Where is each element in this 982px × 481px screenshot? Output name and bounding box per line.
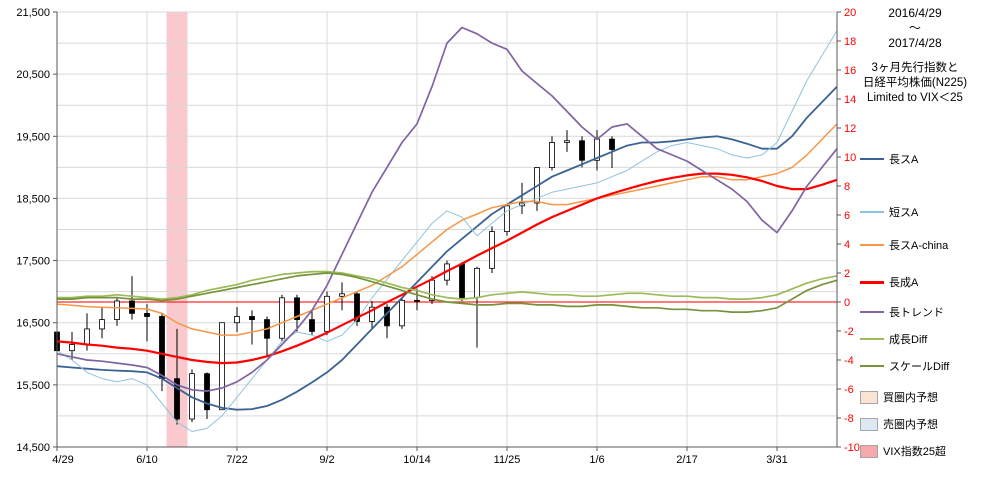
svg-text:4: 4: [844, 239, 850, 251]
svg-text:6: 6: [844, 210, 850, 222]
svg-text:14,500: 14,500: [16, 442, 50, 454]
svg-text:17,500: 17,500: [16, 256, 50, 268]
svg-text:2/17: 2/17: [676, 454, 697, 466]
svg-text:20: 20: [844, 7, 856, 19]
svg-text:-10: -10: [844, 442, 860, 454]
chart-subtitle-line1: 3ヶ月先行指数と: [871, 62, 959, 74]
svg-text:11/25: 11/25: [494, 454, 521, 466]
svg-text:18: 18: [844, 36, 856, 48]
svg-text:18,500: 18,500: [16, 193, 50, 205]
chart-subtitle-line2: 日経平均株価(N225): [862, 77, 968, 89]
chart-info-panel: 2016/4/29 ～ 2017/4/28 3ヶ月先行指数と 日経平均株価(N2…: [850, 6, 980, 106]
svg-text:10/14: 10/14: [403, 454, 431, 466]
series-line-長トレンド: [56, 26, 838, 392]
svg-text:3/31: 3/31: [766, 454, 787, 466]
svg-text:16: 16: [844, 65, 856, 77]
svg-text:12: 12: [844, 123, 856, 135]
svg-text:-8: -8: [844, 413, 854, 425]
svg-text:10: 10: [844, 152, 856, 164]
chart-subtitle-line3: Limited to VIX＜25: [867, 92, 963, 104]
svg-text:15,500: 15,500: [16, 380, 50, 392]
left-axis-labels: 21,500 20,500 19,500 18,500 17,500 16,500 15,5…: [16, 7, 57, 454]
series-line-長スA-china: [56, 123, 838, 336]
svg-text:1/6: 1/6: [589, 454, 604, 466]
svg-text:-2: -2: [844, 326, 854, 338]
svg-text:21,500: 21,500: [16, 7, 50, 19]
svg-text:7/22: 7/22: [226, 454, 247, 466]
series-line-成長Diff: [57, 270, 838, 300]
period-end: 2017/4/28: [888, 36, 942, 50]
svg-text:19,500: 19,500: [16, 131, 50, 143]
series-line-スケールDiff: [57, 272, 838, 313]
series-line-短スA: [56, 30, 838, 432]
svg-text:4/29: 4/29: [52, 454, 73, 466]
svg-text:-6: -6: [844, 384, 854, 396]
axes: [56, 12, 838, 448]
svg-text:-4: -4: [844, 355, 854, 367]
svg-text:0: 0: [844, 297, 850, 309]
n225-candlesticks: [54, 130, 615, 425]
period-start: 2016/4/29: [888, 6, 942, 20]
gridlines: [56, 11, 837, 447]
svg-text:6/10: 6/10: [136, 454, 157, 466]
period-tilde: ～: [908, 21, 921, 35]
svg-text:9/2: 9/2: [319, 454, 334, 466]
svg-text:8: 8: [844, 181, 850, 193]
svg-text:2: 2: [844, 268, 850, 280]
svg-text:20,500: 20,500: [16, 69, 50, 81]
series-line-長スA: [56, 85, 838, 411]
svg-text:16,500: 16,500: [16, 318, 50, 330]
x-axis-labels: 4/29 6/10 7/22 9/2 10/14 11/25 1/6 2/17 3/31: [52, 447, 788, 466]
svg-text:14: 14: [844, 94, 856, 106]
